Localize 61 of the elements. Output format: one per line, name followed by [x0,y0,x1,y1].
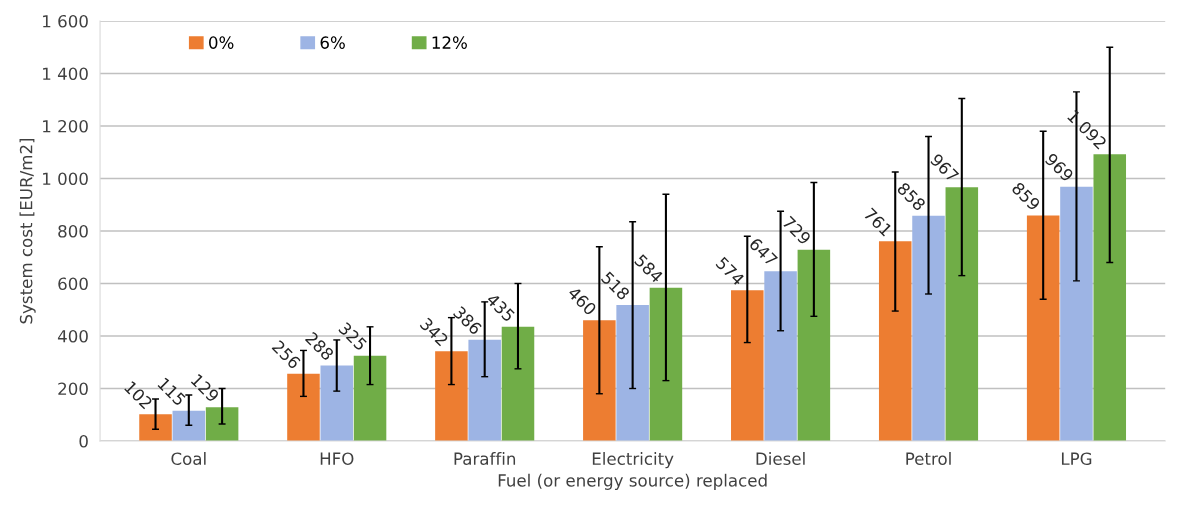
data-label: 858 [896,181,927,212]
data-label: 1 092 [1066,109,1108,150]
bar [435,351,468,441]
data-label: 129 [190,373,220,403]
bar [764,271,797,441]
bar [1060,186,1093,441]
bar [649,287,683,441]
legend-label: 12% [432,36,467,49]
data-label: 574 [715,256,746,287]
bar [320,365,354,441]
bar [583,320,616,441]
data-label: 256 [271,339,302,370]
data-label: 729 [781,215,812,246]
bar [172,410,206,441]
bar [287,373,320,441]
bar [616,305,649,441]
y-tick-label: 800 [58,224,88,238]
legend-label: 0% [209,36,234,49]
bar [501,326,535,441]
data-label: 584 [633,253,664,284]
data-label: 386 [452,305,483,336]
data-label: 967 [929,152,960,183]
bar [945,187,979,441]
x-tick-label: Paraffin [454,452,516,466]
y-axis-title: System cost [EUR/m2] [19,138,36,324]
data-label: 102 [123,380,153,410]
x-tick-label: HFO [320,452,354,466]
data-label: 647 [748,237,779,267]
data-label: 435 [485,292,516,323]
y-tick-label: 0 [79,434,88,448]
data-label: 460 [567,285,598,316]
x-tick-label: Electricity [592,452,674,469]
x-tick-label: Diesel [756,452,805,466]
data-label: 288 [304,331,335,362]
bar [1026,215,1060,441]
bar [878,241,912,441]
legend-label: 6% [320,36,345,49]
bar [468,339,501,441]
bar [912,215,945,441]
data-label: 969 [1044,152,1075,183]
data-label: 115 [157,377,187,407]
y-tick-label: 200 [58,382,88,396]
bar [1093,154,1127,441]
bar [205,407,239,441]
data-label: 859 [1011,181,1041,212]
bar [731,290,764,441]
y-tick-label: 400 [57,329,88,343]
x-tick-label: LPG [1061,452,1092,466]
x-tick-label: Coal [171,452,206,466]
y-tick-label: 1 600 [43,14,88,28]
bar [139,414,172,441]
y-tick-label: 600 [58,277,88,291]
y-tick-label: 1 200 [43,119,88,133]
bar [797,249,831,441]
data-label: 342 [419,317,449,347]
y-tick-label: 1 000 [43,172,88,186]
bar [353,355,387,441]
y-tick-label: 1 400 [43,67,88,81]
x-tick-label: Petrol [906,452,951,466]
data-label: 325 [338,321,368,352]
x-axis-title: Fuel (or energy source) replaced [498,473,767,490]
